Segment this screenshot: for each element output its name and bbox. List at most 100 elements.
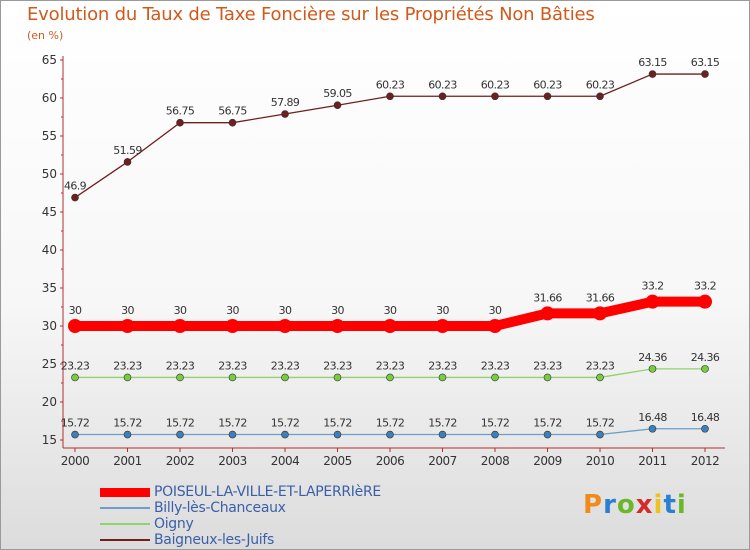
data-point xyxy=(330,319,345,333)
data-label: 31.66 xyxy=(533,291,562,304)
data-label: 16.48 xyxy=(638,411,667,424)
data-point xyxy=(648,365,657,373)
x-tick-label: 2002 xyxy=(166,454,195,468)
data-point xyxy=(543,373,552,382)
data-label: 57.89 xyxy=(271,96,300,109)
data-label: 56.75 xyxy=(166,105,195,118)
data-label: 23.23 xyxy=(586,359,615,372)
data-label: 30 xyxy=(69,304,82,317)
data-point xyxy=(383,319,397,333)
data-label: 23.23 xyxy=(481,359,510,372)
data-point xyxy=(228,373,237,382)
x-tick-label: 2007 xyxy=(428,454,457,468)
data-point xyxy=(333,373,342,382)
legend-label: Baigneux-les-Juifs xyxy=(154,532,274,548)
data-point xyxy=(701,424,709,433)
chart-title: Evolution du Taux de Taxe Foncière sur l… xyxy=(27,4,595,25)
data-point xyxy=(701,365,709,373)
data-point xyxy=(71,430,79,439)
data-point xyxy=(278,319,292,333)
data-label: 46.9 xyxy=(64,180,87,193)
data-point xyxy=(491,430,499,439)
y-tick-label: 55 xyxy=(42,129,57,143)
data-point xyxy=(386,430,394,439)
data-point xyxy=(333,430,342,439)
data-point xyxy=(71,373,79,382)
x-tick-label: 2009 xyxy=(533,454,562,468)
data-label: 60.23 xyxy=(481,78,510,91)
data-label: 30 xyxy=(226,304,239,317)
data-point xyxy=(386,92,394,101)
x-tick-label: 2010 xyxy=(586,454,615,468)
data-point xyxy=(123,158,132,166)
data-point xyxy=(543,92,552,101)
x-tick-label: 2001 xyxy=(113,454,142,468)
data-label: 30 xyxy=(331,304,344,317)
data-label: 30 xyxy=(489,304,502,317)
y-tick-label: 50 xyxy=(42,167,57,181)
x-tick-label: 2004 xyxy=(271,454,300,468)
data-label: 30 xyxy=(174,304,187,317)
data-point xyxy=(491,92,499,101)
data-label: 15.72 xyxy=(586,417,615,430)
data-point xyxy=(228,430,237,439)
data-point xyxy=(176,118,184,127)
x-tick-label: 2006 xyxy=(376,454,405,468)
x-tick-label: 2003 xyxy=(218,454,247,468)
data-label: 15.72 xyxy=(113,417,142,430)
data-label: 23.23 xyxy=(218,359,247,372)
data-label: 24.36 xyxy=(691,351,720,364)
data-point xyxy=(491,373,499,382)
data-label: 30 xyxy=(436,304,449,317)
data-point xyxy=(438,430,447,439)
data-point xyxy=(281,373,289,382)
y-tick-label: 30 xyxy=(42,319,57,333)
legend-item: Billy-lès-Chanceaux xyxy=(100,500,381,516)
data-point xyxy=(701,70,709,78)
logo-letter: x xyxy=(635,490,654,520)
logo-letter: t xyxy=(663,490,677,520)
data-label: 23.23 xyxy=(376,359,405,372)
data-label: 30 xyxy=(279,304,292,317)
proxiti-logo: Proxiti xyxy=(583,490,687,520)
legend: POISEUL-LA-VILLE-ET-LAPERRIèRE Billy-lès-… xyxy=(100,484,381,548)
data-label: 30 xyxy=(121,304,134,317)
data-point xyxy=(596,92,604,101)
data-label: 63.15 xyxy=(691,56,720,69)
data-label: 15.72 xyxy=(376,417,405,430)
data-point xyxy=(645,294,660,309)
data-label: 60.23 xyxy=(428,78,457,91)
data-label: 15.72 xyxy=(323,417,352,430)
legend-item: Baigneux-les-Juifs xyxy=(100,532,381,548)
data-point xyxy=(540,306,555,321)
data-label: 63.15 xyxy=(638,56,667,69)
y-tick-label: 65 xyxy=(42,53,57,67)
data-point xyxy=(543,430,552,439)
x-tick-label: 2011 xyxy=(638,454,667,468)
x-tick-label: 2000 xyxy=(61,454,90,468)
unit-label: (en %) xyxy=(27,29,64,42)
data-point xyxy=(120,319,135,333)
legend-label: POISEUL-LA-VILLE-ET-LAPERRIèRE xyxy=(154,484,381,500)
data-label: 60.23 xyxy=(533,78,562,91)
data-point xyxy=(596,373,604,382)
data-point xyxy=(438,373,447,382)
logo-letter: i xyxy=(653,490,664,520)
data-label: 23.23 xyxy=(271,359,300,372)
data-point xyxy=(438,92,447,101)
logo-letter: r xyxy=(603,490,617,520)
data-point xyxy=(176,373,184,382)
data-label: 15.72 xyxy=(218,417,247,430)
data-label: 33.2 xyxy=(641,280,663,293)
y-tick-label: 35 xyxy=(42,281,57,295)
data-point xyxy=(333,101,342,110)
data-point xyxy=(648,70,657,78)
logo-letter: o xyxy=(616,490,636,520)
legend-label: Oigny xyxy=(154,516,194,532)
data-point xyxy=(698,294,712,309)
data-label: 23.23 xyxy=(113,359,142,372)
data-label: 15.72 xyxy=(481,417,510,430)
data-label: 15.72 xyxy=(428,417,457,430)
data-label: 59.05 xyxy=(323,87,352,100)
